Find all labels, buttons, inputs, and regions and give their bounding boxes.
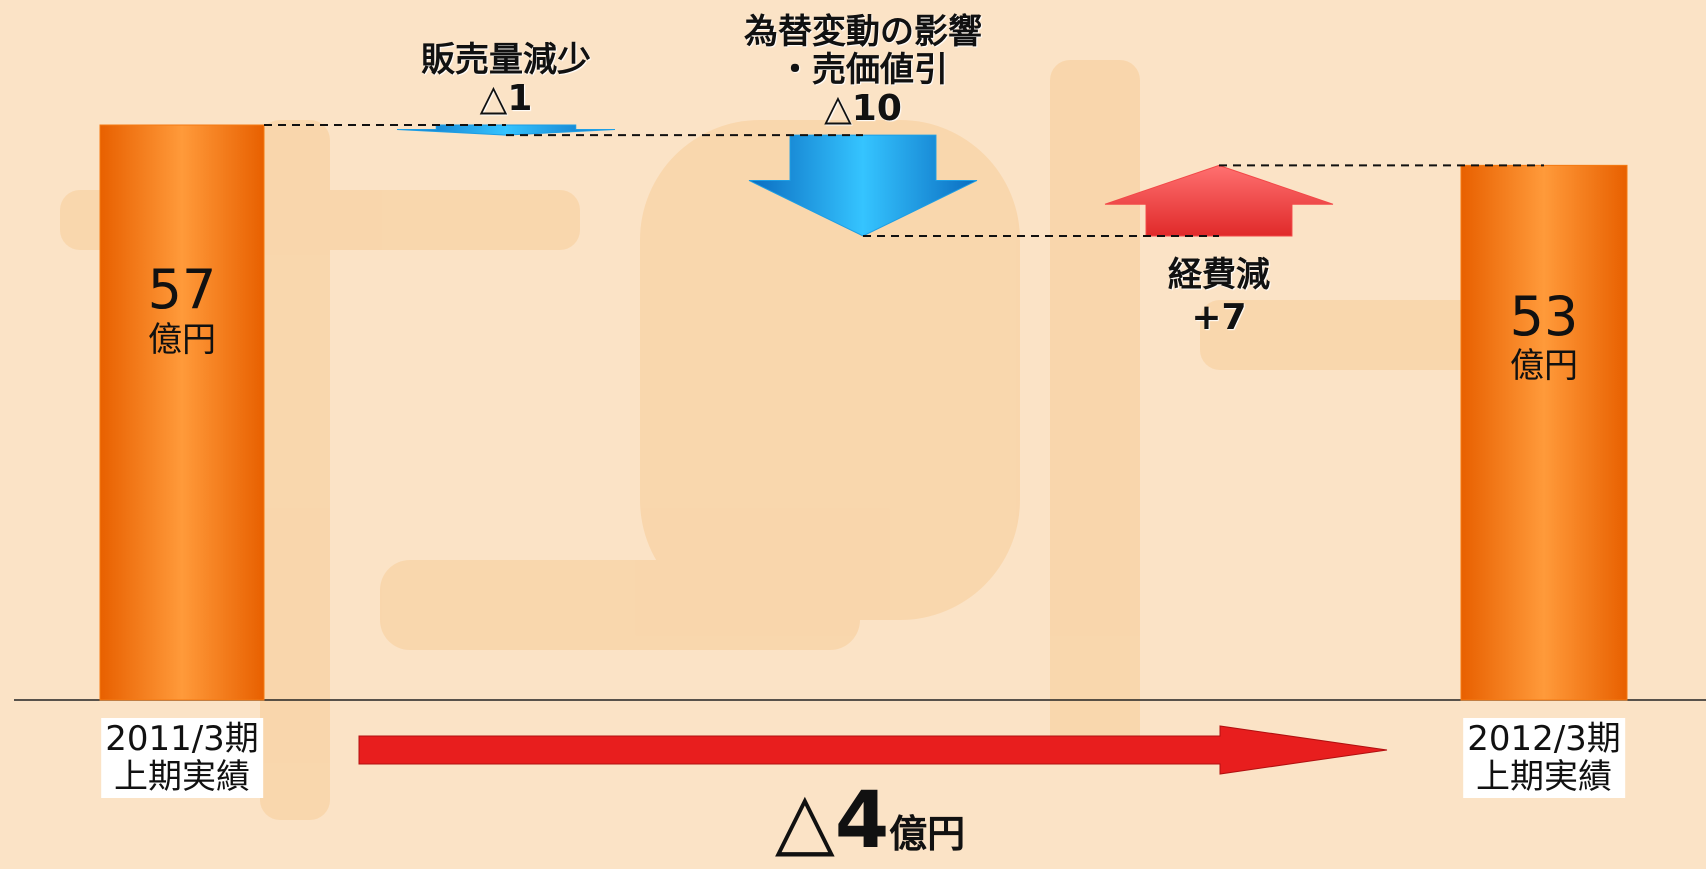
step-label: 経費減 <box>1168 254 1270 295</box>
x-tick-label: 2012/3期 上期実績 <box>1463 718 1625 799</box>
step-label: 販売量減少 <box>421 39 591 80</box>
unit-label: 億円 <box>148 319 216 360</box>
total-change-label: △4億円 <box>774 776 966 866</box>
value-label: △1 <box>479 77 533 119</box>
unit-label: 億円 <box>1510 346 1578 387</box>
value-label: +7 <box>1191 296 1247 338</box>
background-pattern <box>60 60 1620 820</box>
step-label: 為替変動の影響 ・売価値引 <box>744 11 982 91</box>
increase-arrow <box>1104 164 1334 237</box>
bar <box>99 124 265 701</box>
value-label: 53 <box>1509 284 1579 348</box>
bar <box>1460 164 1628 701</box>
x-tick-label: 2011/3期 上期実績 <box>101 718 263 799</box>
total-change-unit: 億円 <box>889 812 966 856</box>
decrease-arrow <box>748 134 978 237</box>
total-change-arrow <box>358 725 1388 775</box>
value-label: △10 <box>824 87 902 129</box>
decrease-arrow <box>396 124 616 136</box>
value-label: 57 <box>147 258 217 322</box>
total-change-value: △4 <box>774 776 890 866</box>
